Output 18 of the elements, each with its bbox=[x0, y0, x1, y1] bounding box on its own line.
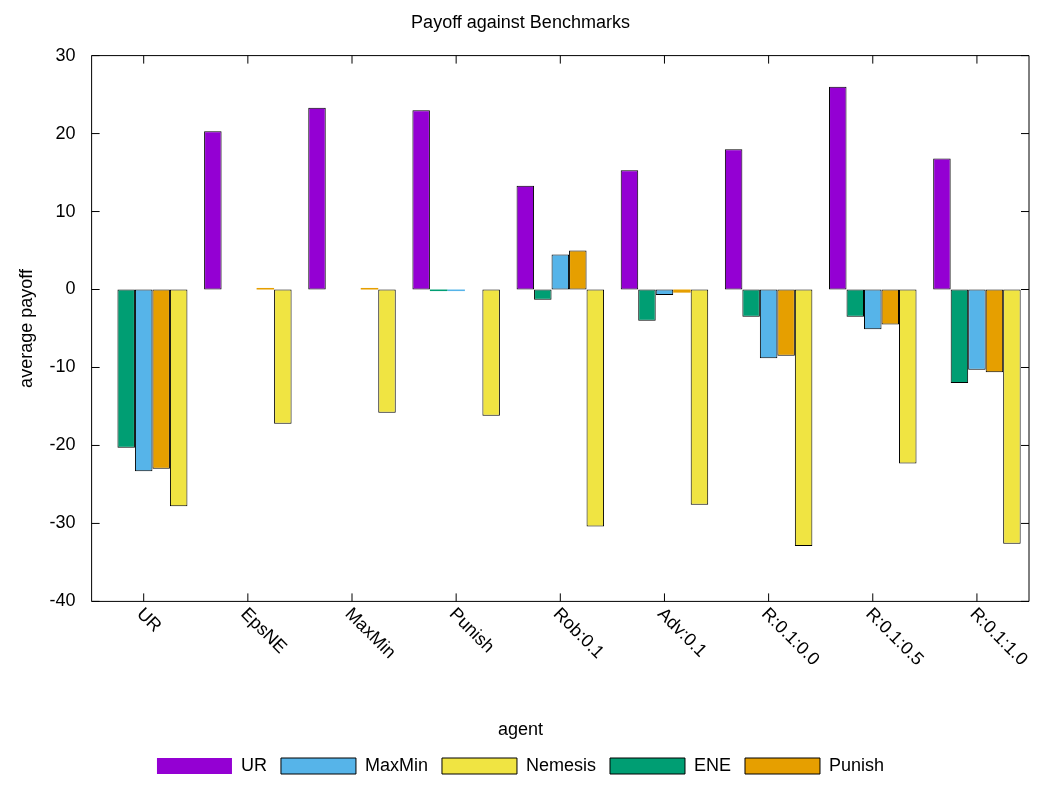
y-tick-label: 10 bbox=[55, 200, 76, 221]
y-tick-label: -20 bbox=[49, 434, 76, 455]
y-tick-label: -40 bbox=[49, 590, 76, 611]
chart-title: Payoff against Benchmarks bbox=[411, 11, 630, 32]
legend-label: UR bbox=[240, 754, 267, 775]
y-tick-label: -30 bbox=[49, 512, 76, 533]
y-tick-label: -10 bbox=[49, 356, 76, 377]
y-tick-label: 20 bbox=[55, 122, 76, 143]
y-tick-label: 0 bbox=[65, 278, 76, 299]
x-tick-label: UR bbox=[133, 603, 166, 636]
y-tick-label: 30 bbox=[55, 44, 76, 65]
legend-label: Nemesis bbox=[525, 754, 596, 775]
legend-label: ENE bbox=[693, 754, 731, 775]
legend-title: agent bbox=[497, 719, 544, 740]
legend-label: MaxMin bbox=[364, 754, 428, 775]
y-axis-title: average payoff bbox=[15, 268, 36, 388]
legend-label: Punish bbox=[829, 754, 885, 775]
bar bbox=[673, 289, 691, 293]
